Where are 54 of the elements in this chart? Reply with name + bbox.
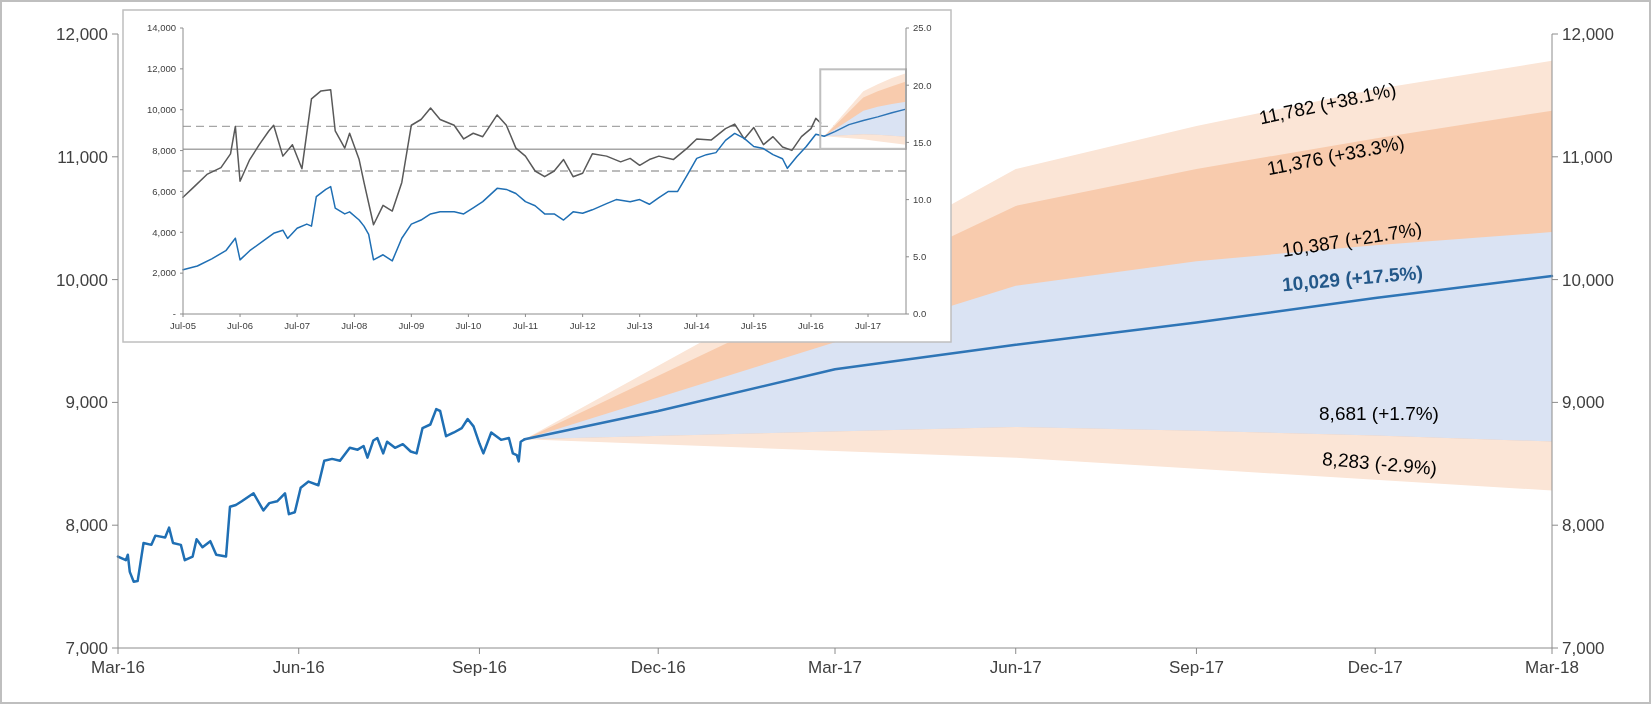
y2-tick-label: 10,000 [1562, 270, 1614, 290]
x-tick-label: Jul-12 [569, 319, 596, 331]
annotation: 10,387 (+21.7%) [1280, 218, 1424, 261]
x-tick-label: Jun-16 [272, 658, 325, 677]
y2-tick-label: 15.0 [913, 136, 932, 148]
y-tick-label: 8,000 [152, 144, 176, 156]
annotation: 11,376 (+33.3%) [1265, 131, 1407, 180]
x-tick-label: Jul-11 [512, 319, 539, 331]
y-tick-label: 8,000 [65, 516, 108, 536]
annotation: 8,283 (-2.9%) [1321, 448, 1438, 479]
y-tick-label: 14,000 [146, 22, 176, 34]
x-tick-label: Jul-16 [798, 319, 824, 331]
y-tick-label: - [172, 308, 176, 320]
y2-tick-label: 5.0 [913, 251, 927, 263]
x-tick-label: Jul-17 [855, 319, 881, 331]
y-tick-label: 4,000 [152, 226, 176, 238]
x-tick-label: Mar-16 [91, 658, 145, 677]
y2-tick-label: 25.0 [913, 22, 932, 34]
y-tick-label: 10,000 [146, 104, 176, 116]
x-tick-label: Jul-09 [398, 319, 425, 331]
annotation: 10,029 (+17.5%) [1281, 261, 1424, 296]
y2-tick-label: 7,000 [1562, 638, 1605, 658]
x-tick-label: Jul-14 [683, 319, 710, 331]
x-tick-label: Jul-10 [455, 319, 482, 331]
y2-tick-label: 20.0 [913, 79, 932, 91]
x-tick-label: Jul-06 [227, 319, 253, 331]
x-tick-label: Dec-17 [1347, 658, 1403, 677]
x-tick-label: Jul-13 [626, 319, 653, 331]
y2-tick-label: 0.0 [913, 308, 927, 320]
y-tick-label: 12,000 [56, 24, 108, 44]
y-tick-label: 11,000 [57, 147, 108, 167]
y-tick-label: 12,000 [146, 63, 176, 75]
y2-tick-label: 10.0 [913, 193, 932, 205]
x-tick-label: Sep-17 [1169, 658, 1224, 677]
x-tick-label: Jul-15 [740, 319, 767, 331]
x-tick-label: Mar-18 [1525, 658, 1579, 677]
x-tick-label: Jul-05 [170, 319, 196, 331]
y-tick-label: 9,000 [65, 393, 108, 413]
y2-tick-label: 9,000 [1562, 393, 1605, 413]
y-tick-label: 2,000 [152, 267, 176, 279]
x-tick-label: Jul-07 [284, 319, 311, 331]
x-tick-label: Mar-17 [808, 658, 862, 677]
x-tick-label: Dec-16 [630, 658, 686, 677]
annotation: 8,681 (+1.7%) [1319, 403, 1439, 424]
x-tick-label: Sep-16 [452, 658, 507, 677]
annotation: 11,782 (+38.1%) [1257, 78, 1399, 129]
y2-tick-label: 12,000 [1562, 24, 1614, 44]
y-tick-label: 6,000 [152, 185, 176, 197]
y-tick-label: 10,000 [56, 270, 108, 290]
x-tick-label: Jul-08 [341, 319, 368, 331]
y-tick-label: 7,000 [65, 638, 108, 658]
x-tick-label: Jun-17 [989, 658, 1042, 677]
y2-tick-label: 8,000 [1562, 516, 1605, 536]
y2-tick-label: 11,000 [1562, 147, 1613, 167]
